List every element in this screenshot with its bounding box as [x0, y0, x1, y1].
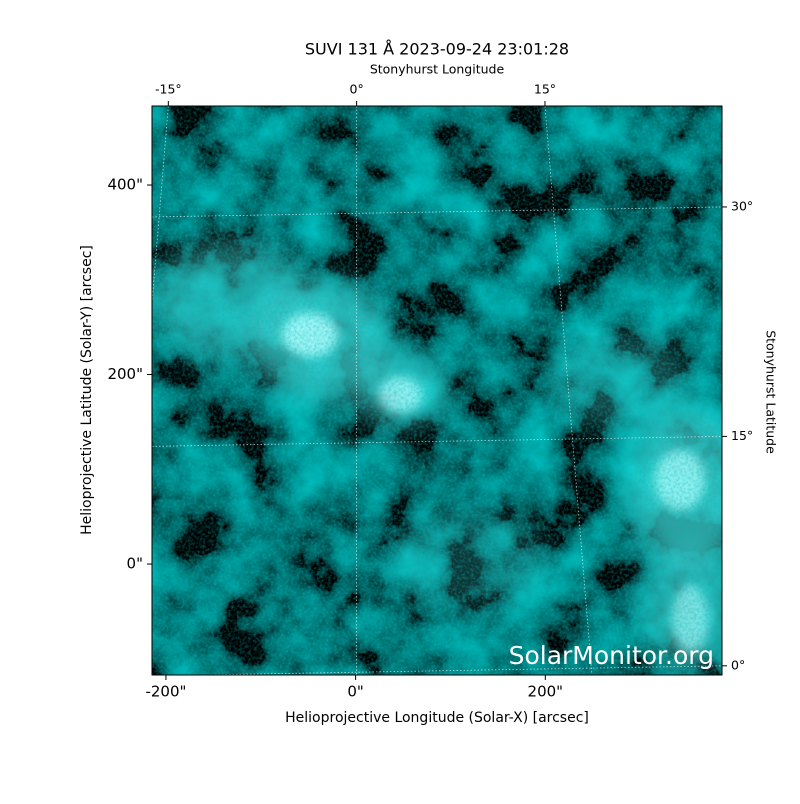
y-tick-label: 0"	[127, 555, 143, 573]
x-tick-label: 200"	[528, 683, 564, 701]
x-tick-label: 0"	[347, 683, 363, 701]
y-axis-label: Helioprojective Latitude (Solar-Y) [arcs…	[79, 245, 95, 535]
solar-image: SolarMonitor.org	[121, 106, 750, 676]
chart-title: SUVI 131 Å 2023-09-24 23:01:28	[305, 40, 569, 59]
watermark: SolarMonitor.org	[509, 641, 714, 670]
x2-tick-label: 0°	[350, 82, 364, 97]
x2-tick-label: 15°	[534, 82, 556, 97]
y-tick-label: 200"	[107, 365, 143, 383]
x2-axis-label: Stonyhurst Longitude	[370, 62, 505, 77]
y2-tick-label: 0°	[731, 657, 745, 672]
y2-tick-label: 30°	[731, 198, 753, 213]
x-axis-label: Helioprojective Longitude (Solar-X) [arc…	[285, 710, 589, 726]
y2-tick-label: 15°	[731, 428, 753, 443]
y2-axis-label: Stonyhurst Latitude	[764, 330, 779, 454]
x-tick-label: -200"	[145, 683, 186, 701]
y-tick-label: 400"	[107, 176, 143, 194]
x2-tick-label: -15°	[155, 82, 182, 97]
